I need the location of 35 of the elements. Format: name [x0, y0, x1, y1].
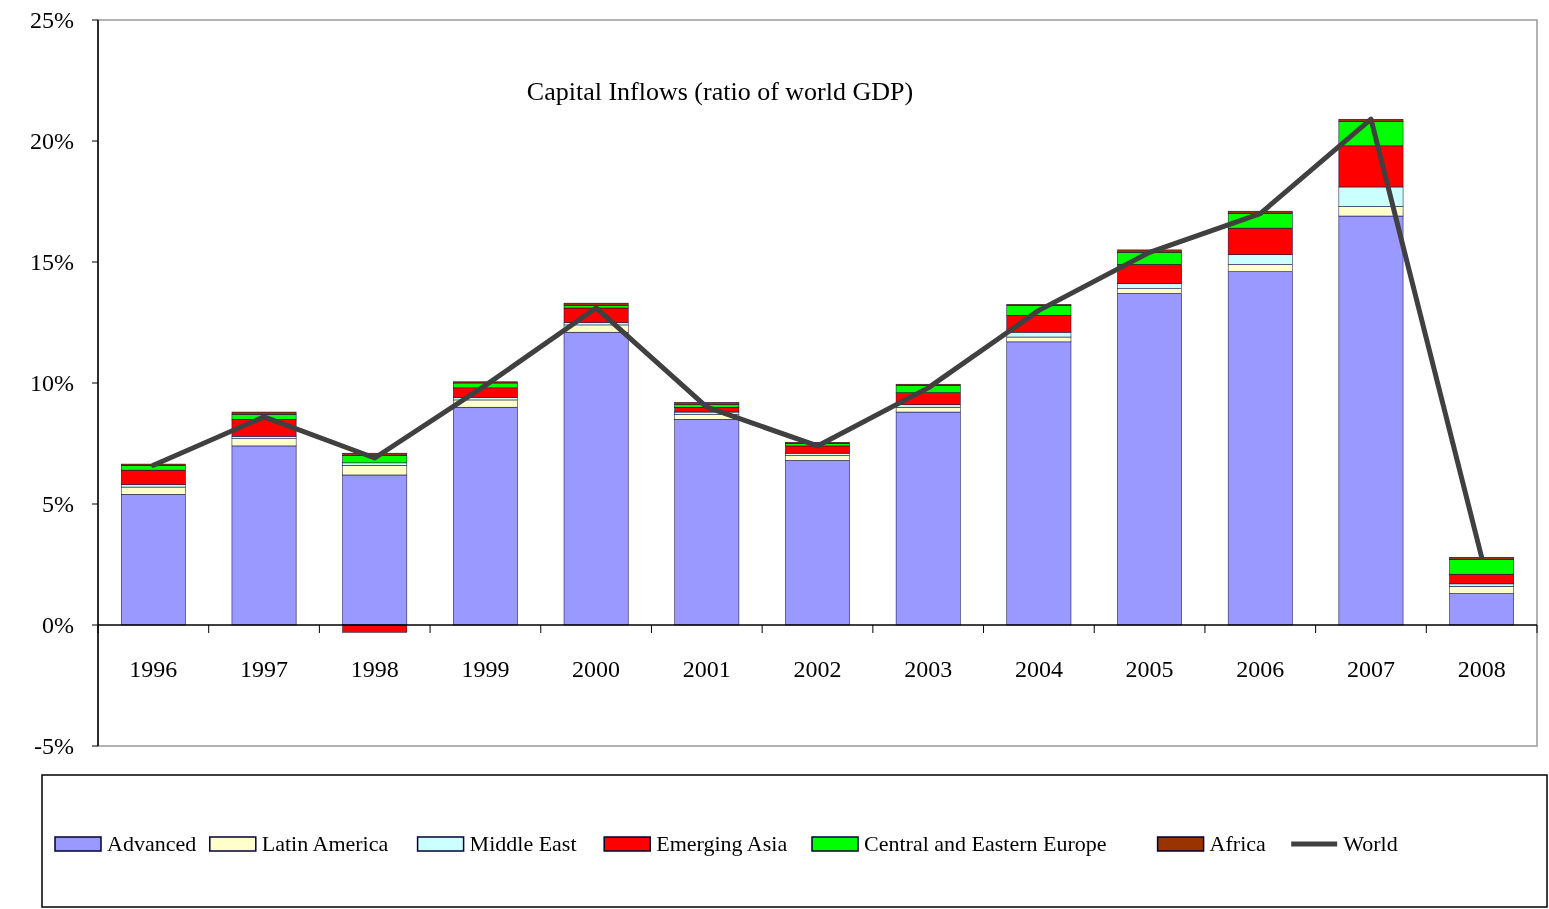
x-tick-label: 2002 — [793, 656, 842, 682]
y-tick-label: 25% — [30, 7, 74, 34]
y-tick-label: 5% — [42, 491, 74, 518]
x-tick-label: 2007 — [1346, 656, 1395, 682]
x-tick-label: 1998 — [350, 656, 399, 682]
bar — [121, 469, 186, 485]
bar — [1117, 293, 1182, 626]
x-tick-label: 2008 — [1457, 656, 1506, 682]
x-tick-label: 1999 — [461, 656, 510, 682]
x-tick-label: 2000 — [572, 656, 621, 682]
legend-label: Africa — [1209, 831, 1267, 856]
y-tick-label: -5% — [34, 733, 75, 760]
bar — [1006, 341, 1072, 626]
x-tick-label: 1997 — [240, 656, 289, 682]
legend-label: Latin America — [261, 831, 389, 856]
y-tick-label: 20% — [30, 128, 74, 155]
legend-label: Advanced — [107, 831, 197, 856]
text: Capital Inflows (ratio of world GDP) — [526, 77, 914, 106]
x-tick-label: 2004 — [1014, 656, 1063, 682]
bar — [674, 419, 740, 626]
x-tick-label: 2005 — [1125, 656, 1174, 682]
x-tick-label: 2003 — [904, 656, 953, 682]
x-tick-label: 1996 — [129, 656, 178, 682]
x-tick-label: 2001 — [682, 656, 731, 682]
bar — [895, 411, 961, 626]
x-tick-label: 2006 — [1236, 656, 1285, 682]
y-tick-label: 0% — [42, 612, 74, 639]
legend-label: Middle East — [469, 831, 577, 856]
y-tick-label: 10% — [30, 370, 74, 397]
bar — [342, 624, 408, 633]
legend-label: World — [1343, 831, 1398, 856]
bar — [785, 460, 850, 626]
legend-label: Emerging Asia — [656, 831, 788, 856]
legend-label: Central and Eastern Europe — [864, 831, 1107, 856]
y-tick-label: 15% — [30, 249, 74, 276]
